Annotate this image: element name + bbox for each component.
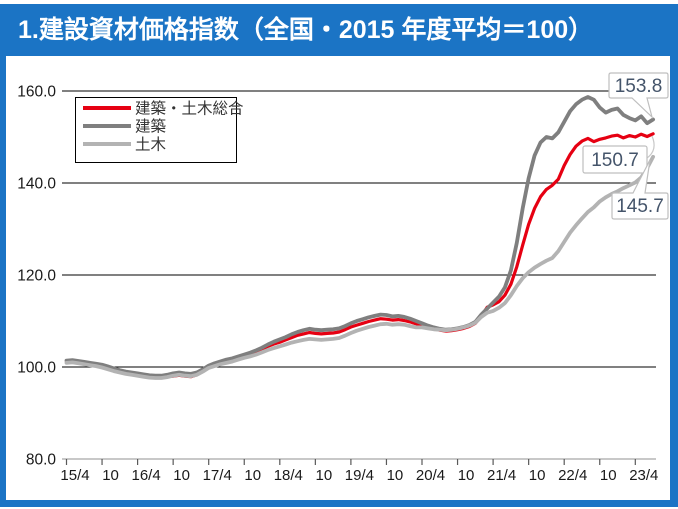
figure-title: 1.建設資材価格指数（全国・2015 年度平均＝100）: [18, 16, 594, 44]
x-axis-label: 10: [458, 467, 475, 484]
y-axis-label: 100.0: [17, 360, 56, 377]
callouts: 153.8 150.7 145.7: [582, 72, 669, 220]
x-axis-label: 15/4: [60, 467, 89, 484]
y-axis-label: 120.0: [17, 268, 56, 285]
legend-label-kenchiku: 建築: [135, 118, 166, 136]
x-axis-label: 17/4: [203, 467, 232, 484]
legend-label-sogo: 建築・土木総合: [135, 100, 244, 118]
x-axis-label: 18/4: [274, 467, 303, 484]
x-axis-label: 22/4: [558, 467, 587, 484]
callout-leader-sogo: [646, 135, 655, 159]
x-axis-label: 10: [316, 467, 333, 484]
x-axis-label: 20/4: [416, 467, 445, 484]
series-line-doboku: [64, 154, 655, 380]
title-bar: 1.建設資材価格指数（全国・2015 年度平均＝100）: [0, 4, 678, 56]
callout-value-kenchiku: 153.8: [615, 76, 663, 97]
callout-box-doboku: [611, 159, 669, 220]
plot-area: 160.0 140.0 120.0 100.0 80.015/4 10 16/4 10 17/4…: [17, 84, 658, 485]
y-axis-label: 140.0: [17, 176, 56, 193]
x-axis-label: 10: [600, 467, 617, 484]
x-axis-label: 10: [387, 467, 404, 484]
figure-border: [0, 4, 678, 507]
series-line-kenchiku: [64, 95, 655, 378]
x-axis-label: 21/4: [487, 467, 516, 484]
x-axis-label: 10: [244, 467, 261, 484]
callout-box-sogo: [582, 145, 648, 174]
y-axis-label: 80.0: [26, 452, 57, 469]
legend: 建築・土木総合 建築 土木: [75, 97, 244, 163]
x-axis-label: 10: [102, 467, 119, 484]
callout-value-sogo: 150.7: [591, 150, 639, 171]
x-axis-label: 16/4: [131, 467, 160, 484]
x-axis-label: 10: [529, 467, 546, 484]
x-axis-label: 10: [173, 467, 190, 484]
legend-label-doboku: 土木: [135, 136, 167, 154]
callout-value-doboku: 145.7: [616, 196, 664, 217]
x-axis-label: 23/4: [629, 467, 658, 484]
x-axis-label: 19/4: [345, 467, 374, 484]
callout-box-kenchiku: [608, 72, 669, 119]
y-axis-label: 160.0: [17, 84, 56, 101]
series-line-sogo: [64, 132, 655, 380]
